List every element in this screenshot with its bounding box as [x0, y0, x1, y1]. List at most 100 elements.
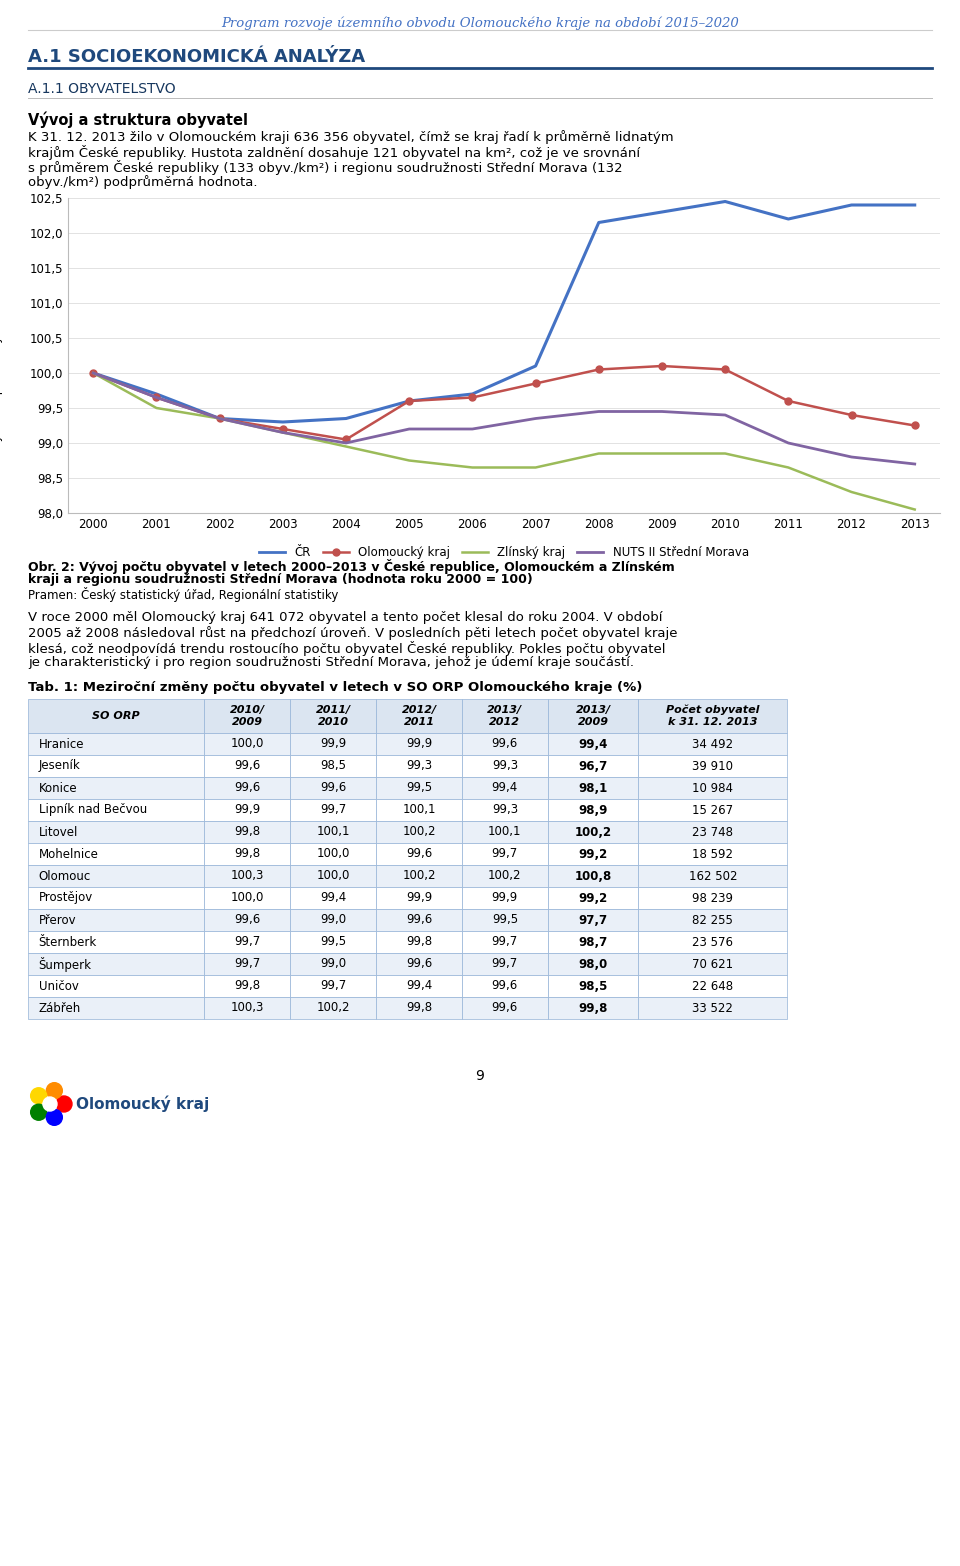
Text: 98,7: 98,7 [578, 935, 608, 949]
Circle shape [43, 1098, 57, 1110]
Text: 99,9: 99,9 [406, 891, 432, 905]
Bar [376, 799, 462, 821]
Text: K 31. 12. 2013 žilo v Olomouckém kraji 636 356 obyvatel, čímž se kraj řadí k prů: K 31. 12. 2013 žilo v Olomouckém kraji 6… [28, 130, 674, 144]
Text: 82 255: 82 255 [692, 913, 733, 927]
Bar [204, 886, 290, 908]
Text: Zábřeh: Zábřeh [38, 1002, 81, 1015]
Text: Hranice: Hranice [38, 738, 84, 750]
Text: 99,6: 99,6 [234, 913, 260, 927]
Bar [548, 698, 638, 733]
Text: Lipník nad Bečvou: Lipník nad Bečvou [38, 803, 147, 816]
Text: 9: 9 [475, 1070, 485, 1084]
Bar [290, 843, 376, 864]
Circle shape [31, 1104, 47, 1120]
Text: 99,6: 99,6 [234, 781, 260, 794]
Text: Obr. 2: Vývoj počtu obyvatel v letech 2000–2013 v České republice, Olomouckém a : Obr. 2: Vývoj počtu obyvatel v letech 20… [28, 559, 675, 575]
Bar [290, 954, 376, 976]
Bar [204, 864, 290, 886]
Text: 22 648: 22 648 [692, 979, 733, 993]
Text: 99,2: 99,2 [578, 891, 608, 905]
Bar [462, 821, 548, 843]
Bar [638, 976, 787, 998]
Text: 99,6: 99,6 [406, 847, 432, 860]
Text: 100,0: 100,0 [230, 738, 264, 750]
Bar [462, 777, 548, 799]
Text: 99,6: 99,6 [492, 979, 518, 993]
Text: 99,8: 99,8 [234, 825, 260, 838]
Bar [28, 908, 204, 932]
Text: 97,7: 97,7 [579, 913, 608, 927]
Text: krajům České republiky. Hustota zaldnění dosahuje 121 obyvatel na km², což je ve: krajům České republiky. Hustota zaldnění… [28, 146, 640, 160]
Text: klesá, což neodpovídá trendu rostoucího počtu obyvatel České republiky. Pokles p: klesá, což neodpovídá trendu rostoucího … [28, 640, 665, 656]
Text: 100,2: 100,2 [402, 869, 436, 883]
Circle shape [31, 1088, 47, 1104]
Bar [462, 908, 548, 932]
Bar [548, 886, 638, 908]
Text: 100,8: 100,8 [574, 869, 612, 883]
Bar [548, 932, 638, 954]
Text: 2012/
2011: 2012/ 2011 [401, 705, 437, 727]
Bar [376, 698, 462, 733]
Text: 33 522: 33 522 [692, 1002, 733, 1015]
Text: 99,7: 99,7 [234, 957, 260, 971]
Text: 70 621: 70 621 [692, 957, 733, 971]
Bar [204, 799, 290, 821]
Text: 99,7: 99,7 [492, 935, 518, 949]
Text: 99,5: 99,5 [406, 781, 432, 794]
Circle shape [46, 1109, 62, 1126]
Text: 99,5: 99,5 [492, 913, 518, 927]
Bar [638, 755, 787, 777]
Text: Šternberk: Šternberk [38, 935, 97, 949]
Bar [28, 886, 204, 908]
Text: 100,1: 100,1 [402, 803, 436, 816]
Text: je charakteristický i pro region soudružnosti Střední Morava, jehož je údemí kra: je charakteristický i pro region soudruž… [28, 656, 634, 669]
Text: 15 267: 15 267 [692, 803, 733, 816]
Bar [376, 932, 462, 954]
Text: 99,9: 99,9 [492, 891, 518, 905]
Text: 99,5: 99,5 [320, 935, 347, 949]
Text: Vývoj a struktura obyvatel: Vývoj a struktura obyvatel [28, 113, 248, 128]
Text: Mohelnice: Mohelnice [38, 847, 99, 860]
Bar [290, 799, 376, 821]
Text: 99,7: 99,7 [492, 847, 518, 860]
Bar [28, 777, 204, 799]
Bar [462, 864, 548, 886]
Bar [376, 821, 462, 843]
Bar [462, 998, 548, 1019]
Text: 99,6: 99,6 [234, 760, 260, 772]
Bar [28, 755, 204, 777]
Bar [204, 698, 290, 733]
Text: 10 984: 10 984 [692, 781, 733, 794]
Bar [638, 908, 787, 932]
Bar [548, 777, 638, 799]
Bar [290, 733, 376, 755]
Circle shape [56, 1096, 72, 1112]
Bar [376, 755, 462, 777]
Bar [290, 976, 376, 998]
Text: 100,2: 100,2 [488, 869, 521, 883]
Text: Tab. 1: Meziroční změny počtu obyvatel v letech v SO ORP Olomouckého kraje (%): Tab. 1: Meziroční změny počtu obyvatel v… [28, 681, 642, 694]
Text: 2005 až 2008 následoval růst na předchozí úroveň. V posledních pěti letech počet: 2005 až 2008 následoval růst na předchoz… [28, 626, 678, 640]
Bar [376, 954, 462, 976]
Text: SO ORP: SO ORP [92, 711, 140, 720]
Bar [548, 799, 638, 821]
Bar [290, 908, 376, 932]
Text: 99,7: 99,7 [320, 979, 347, 993]
Text: Program rozvoje územního obvodu Olomouckého kraje na období 2015–2020: Program rozvoje územního obvodu Olomouck… [221, 16, 739, 30]
Bar [548, 998, 638, 1019]
Bar [376, 864, 462, 886]
Bar [462, 698, 548, 733]
Text: kraji a regionu soudružnosti Střední Morava (hodnota roku 2000 = 100): kraji a regionu soudružnosti Střední Mor… [28, 573, 533, 586]
Bar [548, 755, 638, 777]
Bar [638, 864, 787, 886]
Text: 2011/
2010: 2011/ 2010 [316, 705, 350, 727]
Bar [28, 843, 204, 864]
Bar [638, 998, 787, 1019]
Bar [28, 954, 204, 976]
Bar [638, 733, 787, 755]
Text: 100,0: 100,0 [230, 891, 264, 905]
Text: 98,5: 98,5 [578, 979, 608, 993]
Text: obyv./km²) podprůměrná hodnota.: obyv./km²) podprůměrná hodnota. [28, 175, 257, 189]
Bar [376, 886, 462, 908]
Bar [290, 998, 376, 1019]
